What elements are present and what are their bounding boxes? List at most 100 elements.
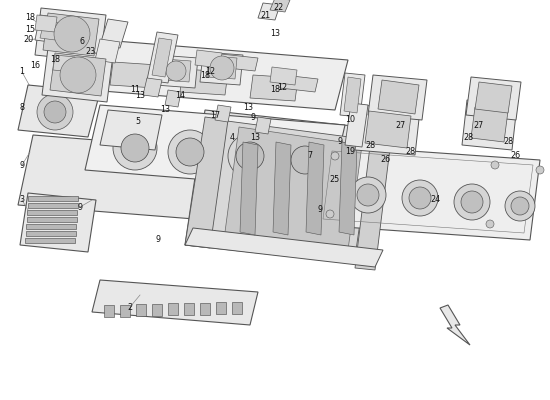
Text: 13: 13 bbox=[250, 132, 260, 142]
Text: 10: 10 bbox=[345, 116, 355, 124]
Polygon shape bbox=[345, 103, 368, 147]
Polygon shape bbox=[100, 19, 128, 48]
Polygon shape bbox=[440, 305, 470, 345]
Polygon shape bbox=[280, 75, 318, 92]
Polygon shape bbox=[185, 228, 383, 267]
Polygon shape bbox=[136, 304, 146, 316]
Circle shape bbox=[210, 56, 234, 80]
Circle shape bbox=[228, 134, 272, 178]
Polygon shape bbox=[95, 39, 120, 63]
Polygon shape bbox=[104, 305, 114, 317]
Polygon shape bbox=[20, 193, 96, 252]
Text: 9: 9 bbox=[156, 236, 161, 244]
Circle shape bbox=[236, 142, 264, 170]
Text: 13: 13 bbox=[135, 90, 145, 100]
Circle shape bbox=[37, 94, 73, 130]
Text: 4: 4 bbox=[229, 134, 234, 142]
Polygon shape bbox=[210, 121, 372, 257]
Polygon shape bbox=[147, 32, 178, 83]
Text: 7: 7 bbox=[307, 150, 312, 160]
Text: 11: 11 bbox=[130, 86, 140, 94]
Polygon shape bbox=[120, 305, 130, 317]
Circle shape bbox=[402, 180, 438, 216]
Polygon shape bbox=[250, 75, 298, 101]
Polygon shape bbox=[218, 54, 258, 71]
Polygon shape bbox=[471, 107, 508, 142]
Text: 24: 24 bbox=[430, 196, 440, 204]
Text: 2: 2 bbox=[128, 302, 133, 312]
Polygon shape bbox=[50, 53, 106, 96]
Text: 15: 15 bbox=[25, 26, 35, 34]
Polygon shape bbox=[85, 105, 345, 190]
Text: 13: 13 bbox=[243, 104, 253, 112]
Polygon shape bbox=[462, 100, 517, 150]
Text: 13: 13 bbox=[160, 106, 170, 114]
Text: 12: 12 bbox=[277, 84, 287, 92]
Circle shape bbox=[491, 161, 499, 169]
Polygon shape bbox=[27, 210, 77, 215]
Polygon shape bbox=[180, 69, 228, 95]
Circle shape bbox=[350, 177, 386, 213]
Text: 6: 6 bbox=[80, 38, 85, 46]
Text: 27: 27 bbox=[395, 120, 405, 130]
Polygon shape bbox=[25, 238, 75, 243]
Text: 5: 5 bbox=[135, 118, 141, 126]
Circle shape bbox=[454, 184, 490, 220]
Polygon shape bbox=[466, 77, 521, 120]
Circle shape bbox=[283, 138, 327, 182]
Text: 16: 16 bbox=[30, 60, 40, 70]
Polygon shape bbox=[368, 75, 427, 120]
Polygon shape bbox=[339, 142, 357, 235]
Polygon shape bbox=[28, 196, 78, 201]
Text: 18: 18 bbox=[200, 70, 210, 80]
Polygon shape bbox=[100, 110, 162, 150]
Text: 28: 28 bbox=[463, 134, 473, 142]
Circle shape bbox=[121, 134, 149, 162]
Circle shape bbox=[291, 146, 319, 174]
Polygon shape bbox=[165, 90, 181, 107]
Polygon shape bbox=[355, 105, 420, 155]
Text: 28: 28 bbox=[503, 138, 513, 146]
Polygon shape bbox=[315, 145, 540, 240]
Circle shape bbox=[511, 197, 529, 215]
Polygon shape bbox=[185, 110, 390, 265]
Polygon shape bbox=[240, 142, 258, 235]
Polygon shape bbox=[162, 59, 191, 82]
Text: 1: 1 bbox=[19, 68, 25, 76]
Text: 3: 3 bbox=[19, 196, 25, 204]
Text: 9: 9 bbox=[338, 138, 343, 146]
Text: 27: 27 bbox=[473, 120, 483, 130]
Polygon shape bbox=[225, 127, 362, 250]
Text: 22: 22 bbox=[273, 4, 283, 12]
Polygon shape bbox=[25, 231, 75, 236]
Circle shape bbox=[486, 220, 494, 228]
Text: 9: 9 bbox=[19, 160, 25, 170]
Text: 20: 20 bbox=[23, 36, 33, 44]
Polygon shape bbox=[168, 303, 178, 315]
Text: 26: 26 bbox=[510, 150, 520, 160]
Polygon shape bbox=[90, 40, 348, 110]
Circle shape bbox=[54, 16, 90, 52]
Polygon shape bbox=[216, 302, 226, 314]
Polygon shape bbox=[255, 117, 271, 134]
Text: 18: 18 bbox=[50, 56, 60, 64]
Text: 9: 9 bbox=[317, 206, 322, 214]
Polygon shape bbox=[258, 3, 280, 20]
Circle shape bbox=[166, 61, 186, 81]
Polygon shape bbox=[195, 50, 222, 68]
Polygon shape bbox=[200, 302, 210, 314]
Circle shape bbox=[536, 166, 544, 174]
Text: 17: 17 bbox=[210, 110, 220, 120]
Polygon shape bbox=[344, 77, 361, 113]
Polygon shape bbox=[152, 38, 172, 77]
Text: 14: 14 bbox=[175, 90, 185, 100]
Polygon shape bbox=[43, 13, 99, 56]
Circle shape bbox=[326, 210, 334, 218]
Polygon shape bbox=[215, 105, 231, 122]
Text: 25: 25 bbox=[330, 176, 340, 184]
Text: 8: 8 bbox=[19, 104, 25, 112]
Polygon shape bbox=[40, 21, 59, 40]
Polygon shape bbox=[35, 8, 106, 62]
Polygon shape bbox=[378, 80, 419, 114]
Polygon shape bbox=[273, 142, 291, 235]
